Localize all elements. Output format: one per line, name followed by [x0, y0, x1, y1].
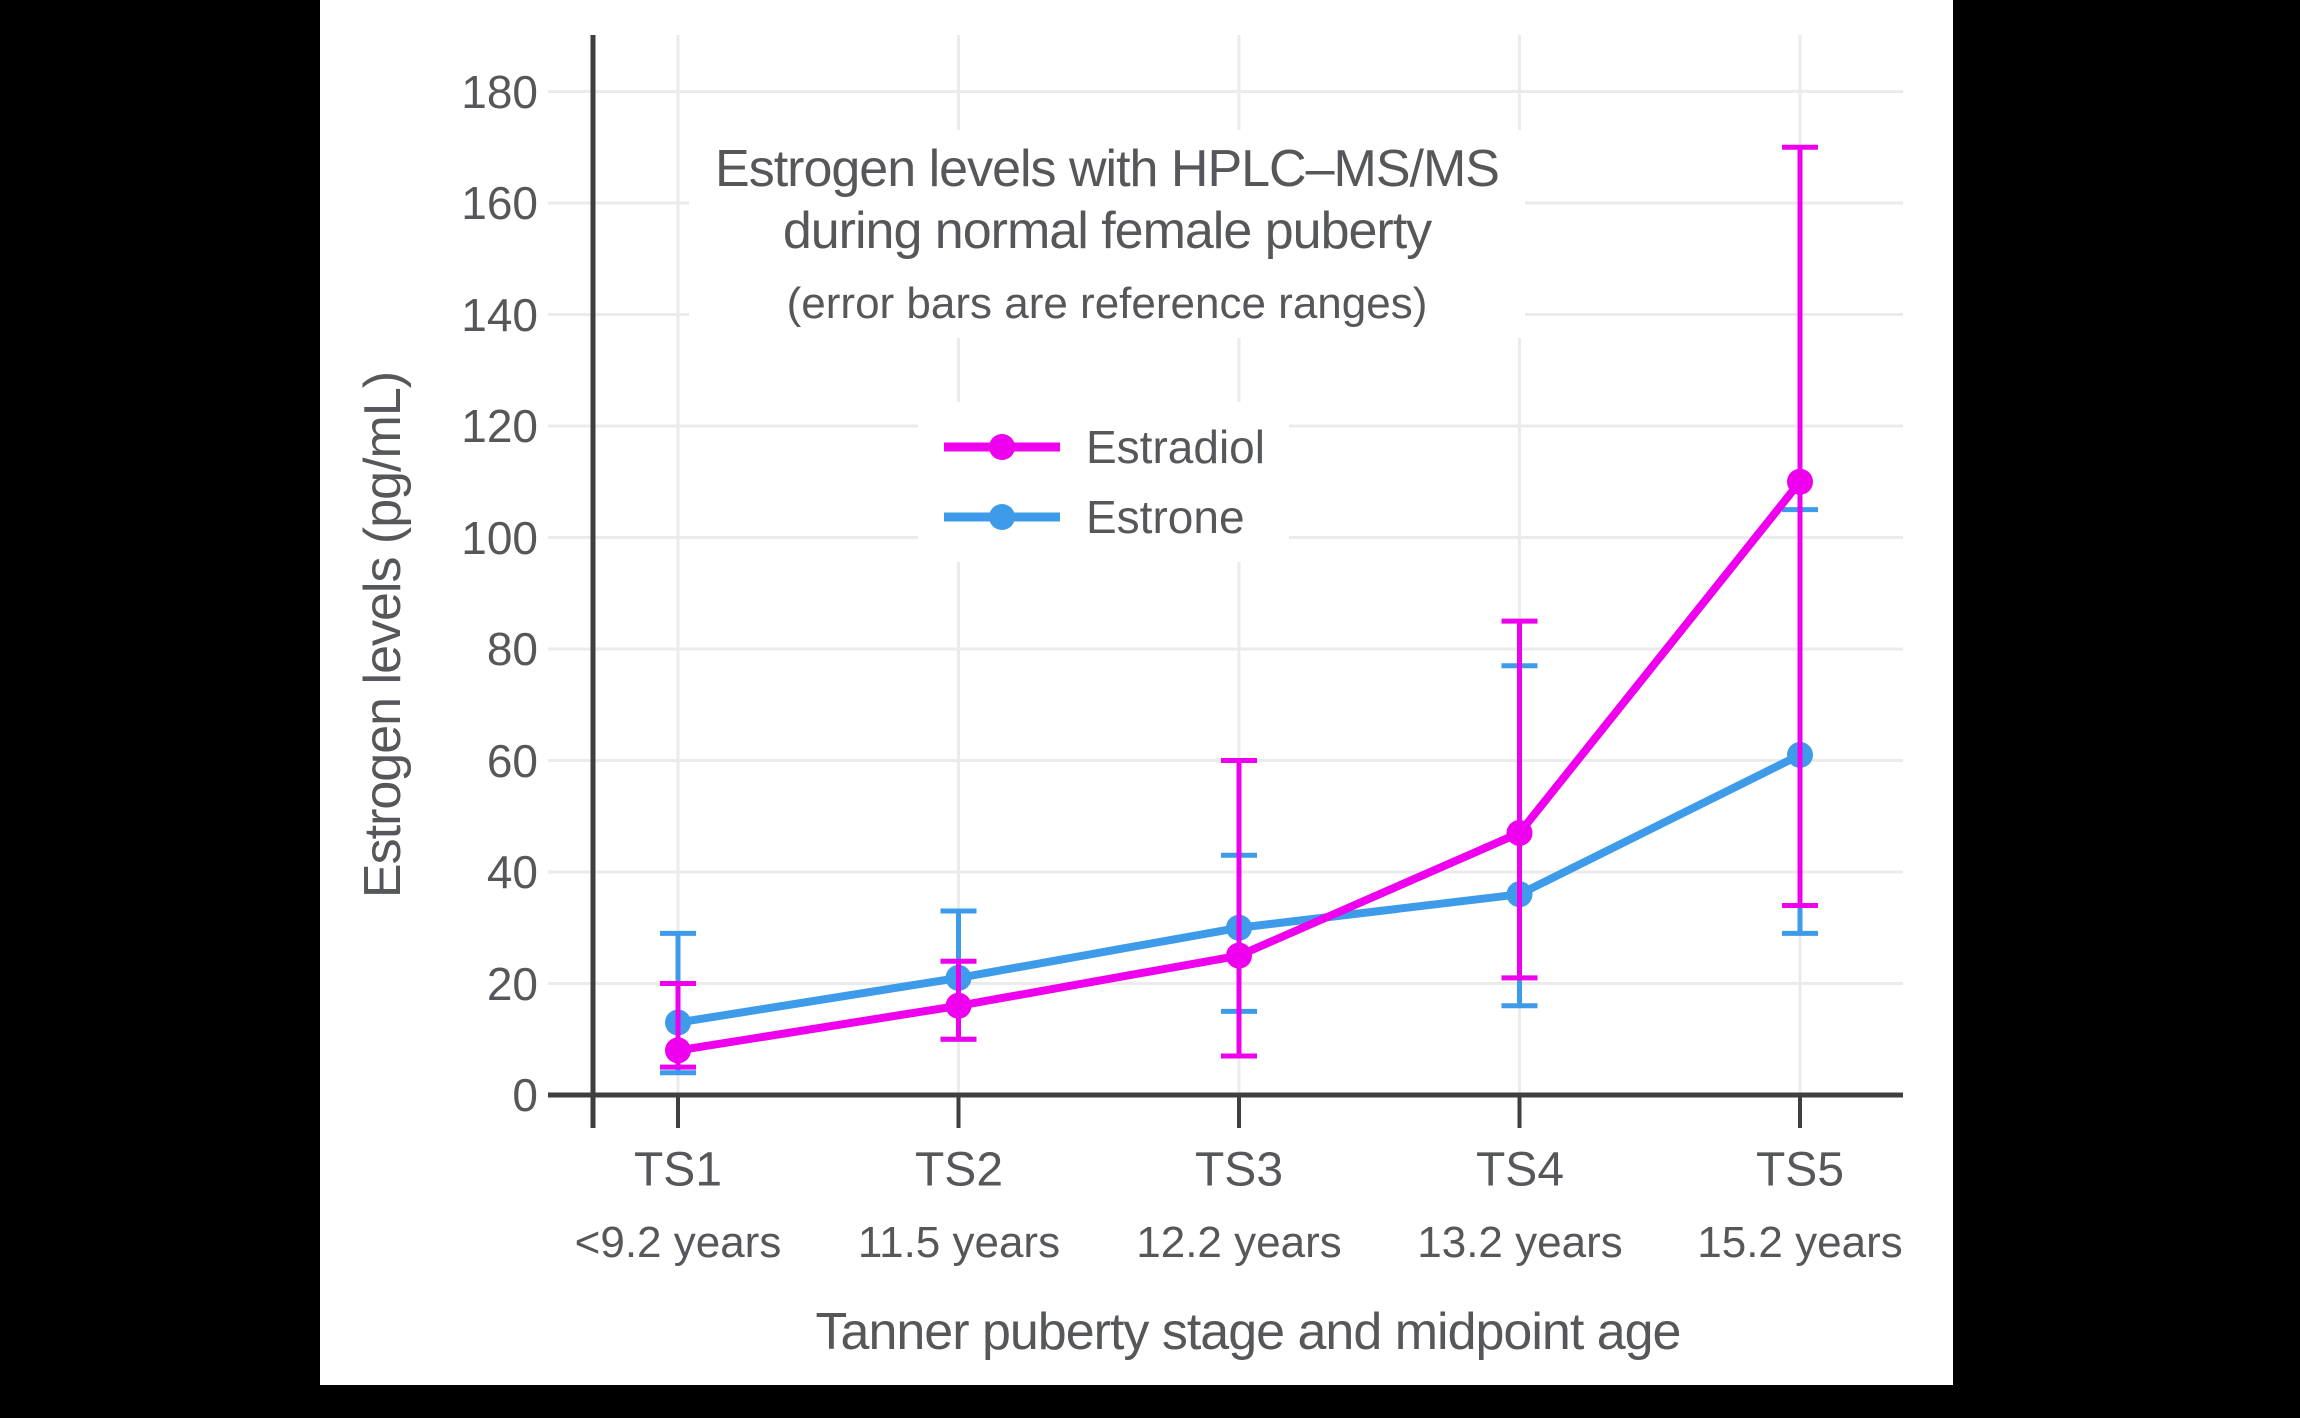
- axes: [548, 35, 1903, 1128]
- legend-item-estrone: Estrone: [942, 482, 1265, 552]
- data-series: [660, 144, 1818, 1076]
- chart-title-block: Estrogen levels with HPLC–MS/MS during n…: [689, 130, 1525, 338]
- x-tick-label-ts4: TS4: [1475, 1143, 1565, 1197]
- x-axis-title: Tanner puberty stage and midpoint age: [815, 1303, 1682, 1361]
- y-tick-label: 20: [486, 958, 538, 1010]
- x-tick-label-ts5: TS5: [1755, 1143, 1845, 1197]
- y-tick-label: 180: [461, 66, 538, 118]
- y-tick-label: 80: [486, 623, 538, 675]
- y-tick-label: 0: [512, 1069, 538, 1121]
- y-tick-label: 120: [461, 400, 538, 452]
- x-tick-label-ts3: TS3: [1194, 1143, 1284, 1197]
- y-tick-label: 140: [461, 289, 538, 341]
- age-label-ts4: 13.2 years: [1417, 1218, 1623, 1267]
- legend-item-estradiol: Estradiol: [942, 412, 1265, 482]
- estradiol-line-dot-icon: [944, 434, 1060, 460]
- y-tick-label: 160: [461, 177, 538, 229]
- chart-canvas: 0 20 40 60 80 100 120 140 160 180 TS1 TS…: [320, 0, 1953, 1385]
- y-tick-label: 60: [486, 735, 538, 787]
- chart-title-line-1: Estrogen levels with HPLC–MS/MS: [715, 140, 1500, 198]
- y-axis-title: Estrogen levels (pg/mL): [354, 371, 412, 899]
- x-tick-label-ts1: TS1: [633, 1143, 723, 1197]
- legend: Estradiol Estrone: [918, 402, 1289, 562]
- estrone-line-dot-icon: [944, 504, 1060, 530]
- y-tick-label: 40: [486, 846, 538, 898]
- legend-label-estradiol: Estradiol: [1086, 421, 1265, 473]
- x-tick-label-ts2: TS2: [914, 1143, 1004, 1197]
- age-label-ts5: 15.2 years: [1697, 1218, 1903, 1267]
- y-tick-label: 100: [461, 512, 538, 564]
- chart-subtitle: (error bars are reference ranges): [786, 279, 1428, 328]
- chart-title-line-2: during normal female puberty: [782, 202, 1432, 260]
- age-label-ts3: 12.2 years: [1136, 1218, 1342, 1267]
- legend-label-estrone: Estrone: [1086, 491, 1245, 543]
- age-label-ts2: 11.5 years: [857, 1218, 1061, 1267]
- age-label-ts1: <9.2 years: [574, 1218, 782, 1267]
